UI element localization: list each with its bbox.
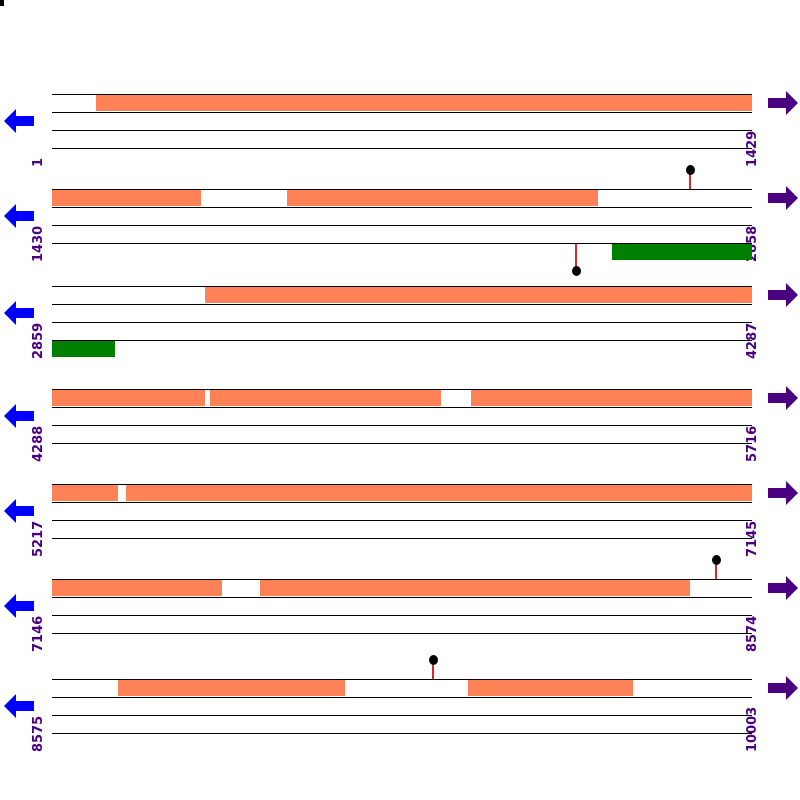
pin-stem (575, 244, 578, 268)
frame-line (52, 243, 752, 244)
pin-stem (688, 174, 691, 189)
arrow-left-icon[interactable] (2, 401, 36, 431)
frame-line (52, 520, 752, 521)
corner-mark (0, 0, 4, 6)
orf-band-reverse[interactable] (612, 244, 752, 260)
pin-stem (431, 664, 434, 679)
start-coordinate-label: 8575 (31, 715, 46, 752)
orf-band-forward[interactable] (52, 190, 202, 206)
frame-line (52, 148, 752, 149)
arrow-left-icon[interactable] (2, 496, 36, 526)
frame-line (52, 502, 752, 503)
frame-line (52, 697, 752, 698)
frame-line (52, 715, 752, 716)
arrow-left-icon[interactable] (2, 201, 36, 231)
orf-band-forward[interactable] (471, 390, 752, 406)
frame-line (52, 130, 752, 131)
orf-band-forward[interactable] (96, 95, 752, 111)
orf-band-forward[interactable] (52, 580, 223, 596)
start-coordinate-label: 2859 (31, 322, 46, 359)
arrow-left-icon[interactable] (2, 691, 36, 721)
orf-band-forward[interactable] (467, 680, 633, 696)
frame-line (52, 733, 752, 734)
frame-line (52, 112, 752, 113)
frame-line (52, 538, 752, 539)
frame-line (52, 207, 752, 208)
sequence-row: 8575 10003 (0, 655, 800, 755)
arrow-left-icon[interactable] (2, 298, 36, 328)
orf-band-forward[interactable] (259, 580, 690, 596)
start-coordinate-label: 7146 (31, 615, 46, 652)
sequence-row: 1 1429 (0, 80, 800, 170)
arrow-left-icon[interactable] (2, 106, 36, 136)
frame-line (52, 304, 752, 305)
frame-line (52, 286, 752, 287)
sequence-row: 4288 5716 (0, 375, 800, 465)
frame-line (52, 443, 752, 444)
frame-line (52, 615, 752, 616)
frame-line (52, 679, 752, 680)
orf-band-forward[interactable] (52, 485, 118, 501)
frame-line (52, 322, 752, 323)
start-coordinate-label: 5217 (31, 520, 46, 557)
start-coordinate-label: 4288 (31, 425, 46, 462)
frame-line (52, 389, 752, 390)
frame-line (52, 633, 752, 634)
frame-line (52, 225, 752, 226)
frame-line (52, 189, 752, 190)
arrow-right-icon[interactable] (766, 573, 800, 603)
end-coordinate-label: 10003 (745, 706, 760, 752)
arrow-right-icon[interactable] (766, 183, 800, 213)
orf-band-forward[interactable] (126, 485, 752, 501)
arrow-right-icon[interactable] (766, 673, 800, 703)
frame-line (52, 340, 752, 341)
sequence-row: 7146 8574 (0, 555, 800, 655)
arrow-right-icon[interactable] (766, 280, 800, 310)
pin-head (428, 655, 438, 665)
orf-band-forward[interactable] (205, 287, 752, 303)
arrow-left-icon[interactable] (2, 591, 36, 621)
orf-band-forward[interactable] (287, 190, 598, 206)
orf-band-forward[interactable] (117, 680, 345, 696)
pin-head (712, 555, 722, 565)
pin-stem (715, 564, 718, 579)
arrow-right-icon[interactable] (766, 383, 800, 413)
orf-band-forward[interactable] (210, 390, 442, 406)
arrow-right-icon[interactable] (766, 88, 800, 118)
orf-band-reverse[interactable] (52, 341, 115, 357)
sequence-row: 5217 7145 (0, 470, 800, 560)
frame-line (52, 579, 752, 580)
arrow-right-icon[interactable] (766, 478, 800, 508)
pin-head (685, 165, 695, 175)
frame-line (52, 94, 752, 95)
frame-line (52, 407, 752, 408)
frame-line (52, 484, 752, 485)
frame-line (52, 425, 752, 426)
sequence-row: 2859 4287 (0, 272, 800, 362)
orf-band-forward[interactable] (52, 390, 206, 406)
start-coordinate-label: 1 (31, 157, 46, 167)
pin-head (572, 266, 582, 276)
sequence-row: 1430 2858 (0, 165, 800, 276)
start-coordinate-label: 1430 (31, 225, 46, 262)
frame-line (52, 597, 752, 598)
